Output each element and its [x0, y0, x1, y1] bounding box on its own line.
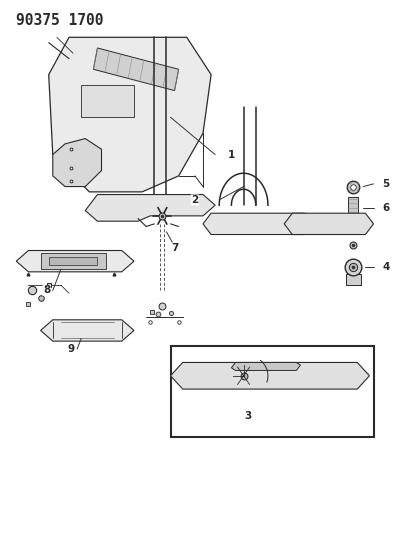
FancyBboxPatch shape: [345, 274, 360, 285]
Text: 2: 2: [191, 195, 198, 205]
Polygon shape: [93, 48, 178, 91]
Polygon shape: [170, 362, 369, 389]
Text: 8: 8: [43, 286, 50, 295]
Polygon shape: [49, 37, 211, 192]
Polygon shape: [40, 253, 105, 269]
Polygon shape: [202, 213, 312, 235]
Polygon shape: [85, 195, 215, 221]
Text: 3: 3: [243, 411, 251, 421]
Polygon shape: [347, 197, 357, 219]
Bar: [170, 346, 373, 437]
Text: 6: 6: [381, 203, 388, 213]
Polygon shape: [284, 213, 373, 235]
Polygon shape: [53, 139, 101, 187]
Polygon shape: [49, 257, 97, 265]
Text: 5: 5: [381, 179, 388, 189]
Text: 4: 4: [381, 262, 388, 271]
Polygon shape: [81, 85, 134, 117]
Text: 7: 7: [171, 243, 178, 253]
Text: 90375 1700: 90375 1700: [16, 13, 104, 28]
Polygon shape: [231, 362, 300, 370]
Polygon shape: [16, 251, 134, 272]
Text: 9: 9: [67, 344, 75, 354]
Text: 1: 1: [227, 150, 234, 159]
Polygon shape: [40, 320, 134, 341]
